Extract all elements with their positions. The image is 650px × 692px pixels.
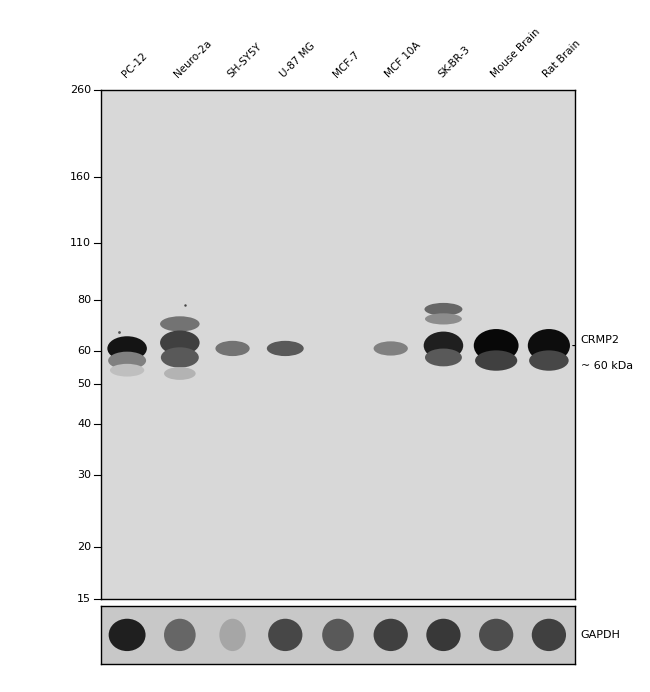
Text: 80: 80	[77, 295, 91, 305]
Text: SH-SY5Y: SH-SY5Y	[226, 42, 264, 80]
Text: 40: 40	[77, 419, 91, 429]
Ellipse shape	[164, 619, 196, 651]
Ellipse shape	[374, 341, 408, 356]
Text: 50: 50	[77, 379, 91, 389]
Text: Rat Brain: Rat Brain	[542, 39, 583, 80]
Ellipse shape	[475, 350, 517, 371]
Ellipse shape	[108, 352, 146, 370]
Text: CRMP2: CRMP2	[580, 336, 619, 345]
Text: 160: 160	[70, 172, 91, 181]
Ellipse shape	[322, 619, 354, 651]
Ellipse shape	[424, 303, 462, 316]
Ellipse shape	[220, 619, 246, 651]
Text: 20: 20	[77, 543, 91, 552]
Ellipse shape	[424, 331, 463, 360]
Text: MCF-7: MCF-7	[331, 50, 361, 80]
Ellipse shape	[425, 313, 462, 325]
Ellipse shape	[474, 329, 519, 362]
Ellipse shape	[160, 316, 200, 331]
Text: ~ 60 kDa: ~ 60 kDa	[580, 361, 632, 371]
Text: U-87 MG: U-87 MG	[278, 41, 317, 80]
Ellipse shape	[161, 347, 199, 367]
Ellipse shape	[479, 619, 514, 651]
Ellipse shape	[109, 619, 146, 651]
Text: GAPDH: GAPDH	[580, 630, 620, 640]
Ellipse shape	[215, 341, 250, 356]
Ellipse shape	[425, 349, 462, 366]
Ellipse shape	[374, 619, 408, 651]
Ellipse shape	[164, 367, 196, 380]
Text: 60: 60	[77, 347, 91, 356]
Ellipse shape	[268, 619, 302, 651]
Ellipse shape	[107, 336, 147, 361]
Text: MCF 10A: MCF 10A	[384, 40, 423, 80]
Ellipse shape	[529, 350, 569, 371]
Ellipse shape	[266, 341, 304, 356]
Text: 15: 15	[77, 594, 91, 603]
Text: SK-BR-3: SK-BR-3	[436, 44, 472, 80]
Ellipse shape	[528, 329, 570, 362]
Text: 30: 30	[77, 470, 91, 480]
Text: Mouse Brain: Mouse Brain	[489, 27, 542, 80]
Ellipse shape	[160, 331, 200, 355]
Text: 110: 110	[70, 238, 91, 248]
Ellipse shape	[532, 619, 566, 651]
Ellipse shape	[110, 364, 144, 376]
Text: 260: 260	[70, 85, 91, 95]
Ellipse shape	[426, 619, 461, 651]
Text: PC-12: PC-12	[120, 51, 149, 80]
Text: Neuro-2a: Neuro-2a	[173, 39, 214, 80]
